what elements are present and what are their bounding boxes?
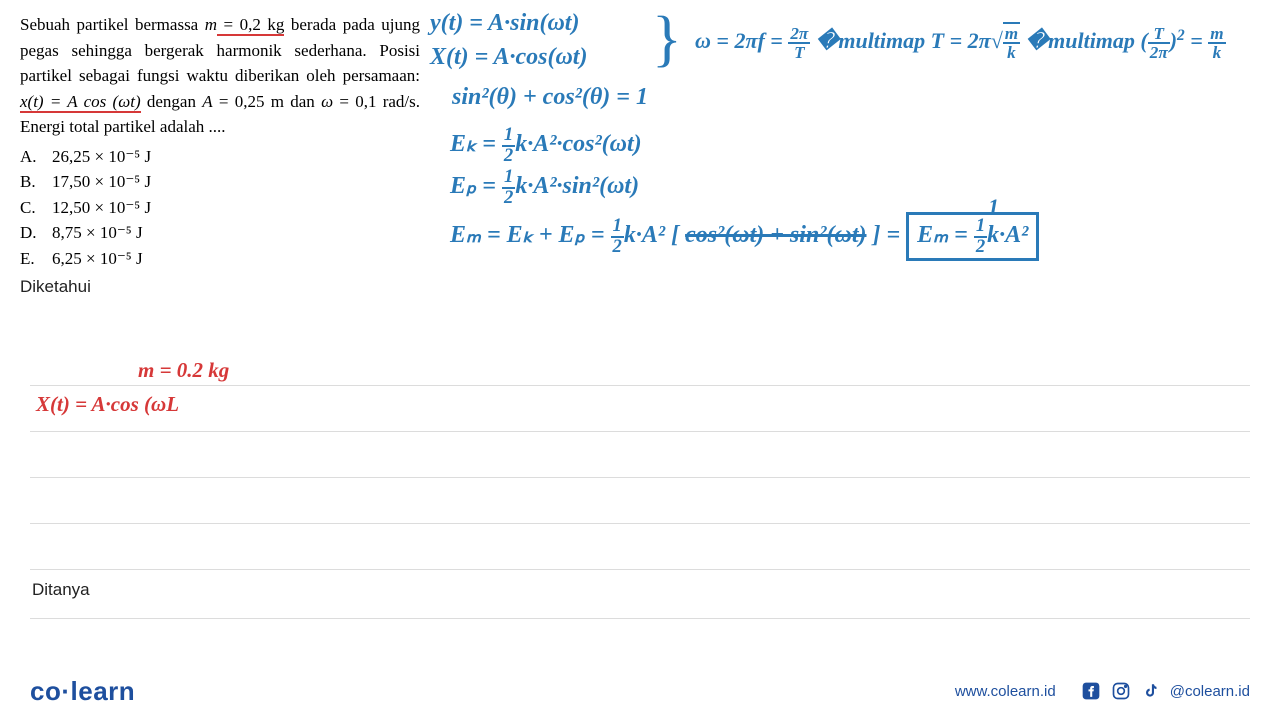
option-letter: B. bbox=[20, 169, 40, 195]
box-lhs: Eₘ = bbox=[917, 222, 974, 248]
logo-dot: · bbox=[61, 676, 70, 706]
problem-A-value: = 0,25 m dan bbox=[213, 92, 321, 111]
diketahui-label: Diketahui bbox=[20, 277, 1260, 297]
option-text: 17,50 × 10⁻⁵ J bbox=[52, 169, 151, 195]
instagram-icon bbox=[1110, 680, 1132, 702]
em-lhs: Eₘ = Eₖ + Eₚ = bbox=[450, 222, 611, 248]
logo-learn: learn bbox=[71, 676, 136, 706]
half-num: 1 bbox=[502, 126, 515, 147]
problem-text: Sebuah partikel bermassa m = 0,2 kg bera… bbox=[20, 12, 420, 140]
half-num: 1 bbox=[502, 168, 515, 189]
frac-num: 2π bbox=[788, 25, 810, 44]
rhs-den: k bbox=[1208, 44, 1225, 61]
footer-right: www.colearn.id @colearn.id bbox=[955, 680, 1250, 702]
hw-blue-x-eq: X(t) = A·cos(ωt) bbox=[430, 44, 587, 71]
half-num: 1 bbox=[611, 217, 624, 238]
hw-blue-ep: Eₚ = 12k·A²·sin²(ωt) bbox=[450, 168, 639, 207]
option-text: 12,50 × 10⁻⁵ J bbox=[52, 195, 151, 221]
problem-var-m: m bbox=[205, 15, 217, 34]
half-den: 2 bbox=[502, 147, 515, 166]
hw-blue-ek: Eₖ = 12k·A²·cos²(ωt) bbox=[450, 126, 642, 165]
tiktok-icon bbox=[1140, 680, 1162, 702]
problem-var-A: A bbox=[202, 92, 212, 111]
option-text: 8,75 × 10⁻⁵ J bbox=[52, 220, 143, 246]
diketahui-text: Diketahui bbox=[20, 277, 91, 296]
sqrt-num: m bbox=[1003, 25, 1020, 44]
content-area: Sebuah partikel bermassa m = 0,2 kg bera… bbox=[0, 0, 1280, 660]
website-url: www.colearn.id bbox=[955, 683, 1056, 700]
half-den: 2 bbox=[502, 189, 515, 208]
half-den: 2 bbox=[611, 238, 624, 257]
arrow1: �multimap T = 2π√ bbox=[816, 28, 1003, 53]
exp-2: 2 bbox=[1177, 27, 1185, 44]
arrow2: �multimap ( bbox=[1026, 28, 1148, 53]
problem-with: dengan bbox=[141, 92, 203, 111]
sqrt-den: k bbox=[1003, 44, 1020, 61]
hw-blue-trig-identity: sin²(θ) + cos²(θ) = 1 bbox=[452, 84, 648, 111]
option-letter: D. bbox=[20, 220, 40, 246]
hw-blue-y-eq: y(t) = A·sin(ωt) bbox=[430, 10, 579, 37]
ek-rhs: k·A²·cos²(ωt) bbox=[515, 131, 641, 157]
problem-m-value: = 0,2 kg bbox=[217, 15, 284, 36]
facebook-icon bbox=[1080, 680, 1102, 702]
option-text: 6,25 × 10⁻⁵ J bbox=[52, 246, 143, 272]
ep-rhs: k·A²·sin²(ωt) bbox=[515, 173, 639, 199]
option-b: B. 17,50 × 10⁻⁵ J bbox=[20, 169, 1260, 195]
problem-var-omega: ω bbox=[321, 92, 333, 111]
hw-blue-omega-derive: ω = 2πf = 2πT �multimap T = 2π√mk �multi… bbox=[695, 22, 1226, 61]
em-mid: k·A² [ bbox=[624, 222, 685, 248]
brand-logo: co·learn bbox=[30, 676, 135, 707]
social-handle: @colearn.id bbox=[1170, 683, 1250, 700]
paren-close: ) bbox=[1170, 28, 1177, 53]
handwritten-red-mass: m = 0.2 kg bbox=[138, 358, 229, 383]
brace-icon: } bbox=[652, 8, 682, 70]
ek-lhs: Eₖ = bbox=[450, 131, 502, 157]
social-icons: @colearn.id bbox=[1080, 680, 1250, 702]
half-num: 1 bbox=[974, 217, 987, 238]
equals: = bbox=[1185, 28, 1209, 53]
frac-den: T bbox=[788, 44, 810, 61]
problem-line1-pre: Sebuah partikel bermassa bbox=[20, 15, 205, 34]
ep-lhs: Eₚ = bbox=[450, 173, 502, 199]
handwritten-red-eq: X(t) = A·cos (ωL bbox=[36, 392, 179, 417]
option-letter: A. bbox=[20, 144, 40, 170]
hw-blue-em: Eₘ = Eₖ + Eₚ = 12k·A² [ cos²(ωt) + sin²(… bbox=[450, 212, 1039, 261]
em-boxed-result: Eₘ = 12k·A² bbox=[906, 212, 1039, 261]
option-letter: C. bbox=[20, 195, 40, 221]
logo-co: co bbox=[30, 676, 61, 706]
em-bracket-close: ] = bbox=[867, 222, 907, 248]
option-letter: E. bbox=[20, 246, 40, 272]
option-text: 26,25 × 10⁻⁵ J bbox=[52, 144, 151, 170]
paren-den: 2π bbox=[1148, 44, 1170, 61]
box-rhs: k·A² bbox=[987, 222, 1028, 248]
paren-num: T bbox=[1148, 25, 1170, 44]
half-den: 2 bbox=[974, 238, 987, 257]
footer: co·learn www.colearn.id @colearn.id bbox=[0, 662, 1280, 720]
em-strike: cos²(ωt) + sin²(ωt) bbox=[685, 222, 866, 248]
problem-equation: x(t) = A cos (ωt) bbox=[20, 92, 141, 113]
rhs-num: m bbox=[1208, 25, 1225, 44]
ditanya-label: Ditanya bbox=[32, 580, 90, 600]
omega-eq-text: ω = 2πf = bbox=[695, 28, 788, 53]
